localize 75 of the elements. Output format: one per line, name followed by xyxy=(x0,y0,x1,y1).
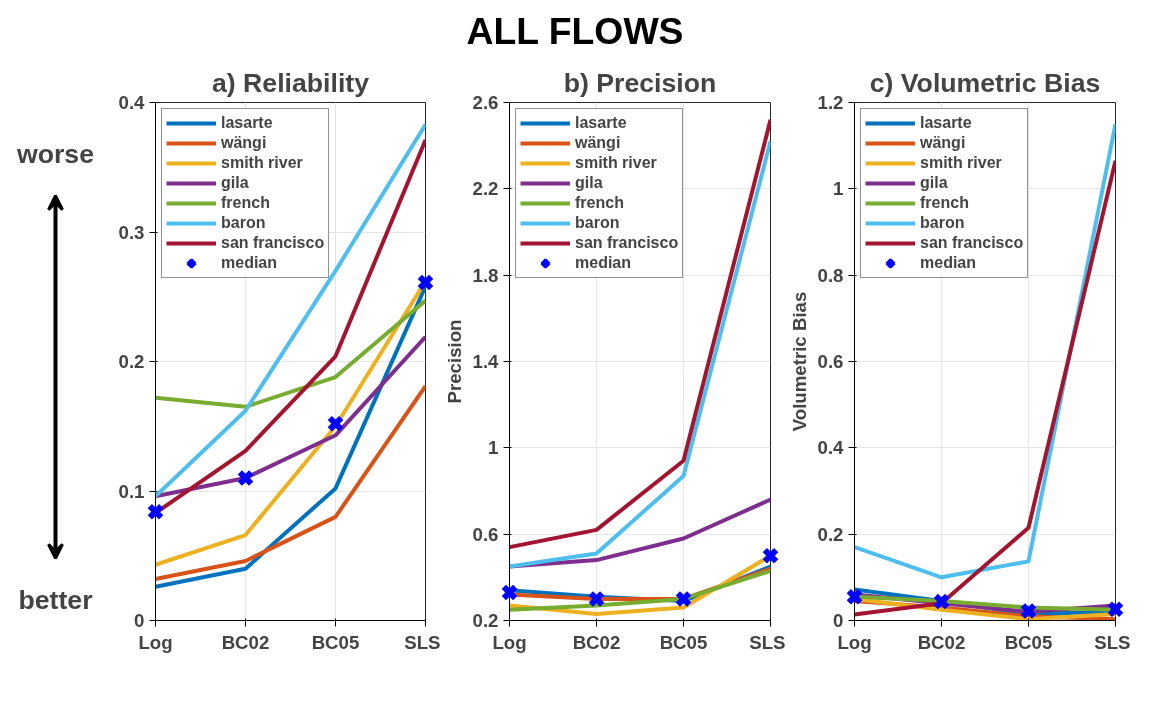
x-tick-label: BC05 xyxy=(1004,631,1053,653)
x-tick-label: Log xyxy=(492,631,527,653)
legend-label: wängi xyxy=(920,134,966,152)
legend-label: smith river xyxy=(575,154,657,172)
y-axis-title: Precision xyxy=(443,319,465,404)
y-tick-label: 1.4 xyxy=(472,351,500,372)
text: worse xyxy=(15,139,95,170)
y-tick-label: 0.3 xyxy=(118,221,145,243)
chart-title: a) Reliability xyxy=(211,67,370,98)
y-tick-label: 1.2 xyxy=(817,92,844,113)
y-tick-label: 0.1 xyxy=(118,480,145,502)
legend-label: lasarte xyxy=(920,114,972,132)
x-tick-label: BC05 xyxy=(659,631,708,653)
x-tick-label: SLS xyxy=(404,631,441,653)
y-tick-label: 0.4 xyxy=(118,92,146,113)
y-tick-label: 0.8 xyxy=(817,264,844,286)
legend-label: french xyxy=(920,194,969,212)
y-tick-label: 0 xyxy=(833,610,844,631)
legend-label: san francisco xyxy=(221,234,325,252)
x-tick-label: SLS xyxy=(749,631,786,653)
legend-label: median xyxy=(575,254,632,272)
y-tick-label: 0.2 xyxy=(118,351,145,372)
point xyxy=(674,590,693,608)
x-tick-label: Log xyxy=(138,631,173,653)
legend-label: median xyxy=(221,254,278,272)
legend-label: gila xyxy=(575,174,603,192)
legend-label: baron xyxy=(920,214,965,232)
x-tick-label: BC02 xyxy=(221,631,270,653)
point xyxy=(500,583,519,602)
line-series xyxy=(155,334,426,499)
legend-label: baron xyxy=(221,214,266,232)
x-tick-label: BC02 xyxy=(917,631,966,653)
chart-title: b) Precision xyxy=(563,67,717,98)
y-tick-label: 0.2 xyxy=(472,610,499,631)
legend-label: san francisco xyxy=(920,234,1024,252)
x-tick-label: SLS xyxy=(1094,631,1131,653)
x-tick-label: BC02 xyxy=(572,631,621,653)
y-tick-label: 2.6 xyxy=(472,92,499,113)
legend-label: gila xyxy=(221,174,249,192)
legend-label: smith river xyxy=(920,154,1002,172)
legend-label: san francisco xyxy=(575,234,679,252)
y-axis-title: Volumetric Bias xyxy=(788,291,810,432)
legend-label: french xyxy=(221,194,270,212)
point xyxy=(587,590,606,608)
y-tick-label: 0.2 xyxy=(817,523,844,545)
line-series xyxy=(155,384,426,582)
legend-label: french xyxy=(575,194,624,212)
point xyxy=(326,415,345,433)
legend-label: gila xyxy=(920,174,948,192)
line-series xyxy=(155,298,426,409)
y-tick-label: 1.8 xyxy=(472,264,499,286)
y-tick-label: 1 xyxy=(833,178,844,200)
point xyxy=(761,547,780,565)
line-series xyxy=(509,568,771,612)
y-tick-label: 0.6 xyxy=(817,351,844,372)
y-tick-label: 0.4 xyxy=(817,437,845,459)
y-tick-label: 0.6 xyxy=(472,523,499,545)
x-tick-label: BC05 xyxy=(311,631,360,653)
x-tick-label: Log xyxy=(837,631,872,653)
legend-label: wängi xyxy=(221,134,267,152)
legend-label: lasarte xyxy=(575,114,627,132)
point xyxy=(416,273,435,292)
point xyxy=(236,469,255,487)
y-tick-label: 0 xyxy=(134,610,145,631)
legend-label: lasarte xyxy=(221,114,273,132)
legend-label: wängi xyxy=(575,134,621,152)
legend-label: smith river xyxy=(221,154,303,172)
legend-label: baron xyxy=(575,214,620,232)
y-tick-label: 1 xyxy=(488,437,499,459)
chart-title: c) Volumetric Bias xyxy=(869,67,1101,98)
point xyxy=(146,503,165,521)
text: ALL FLOWS xyxy=(465,9,685,54)
text: better xyxy=(18,584,93,615)
legend-label: median xyxy=(920,254,977,272)
y-tick-label: 2.2 xyxy=(472,178,499,200)
